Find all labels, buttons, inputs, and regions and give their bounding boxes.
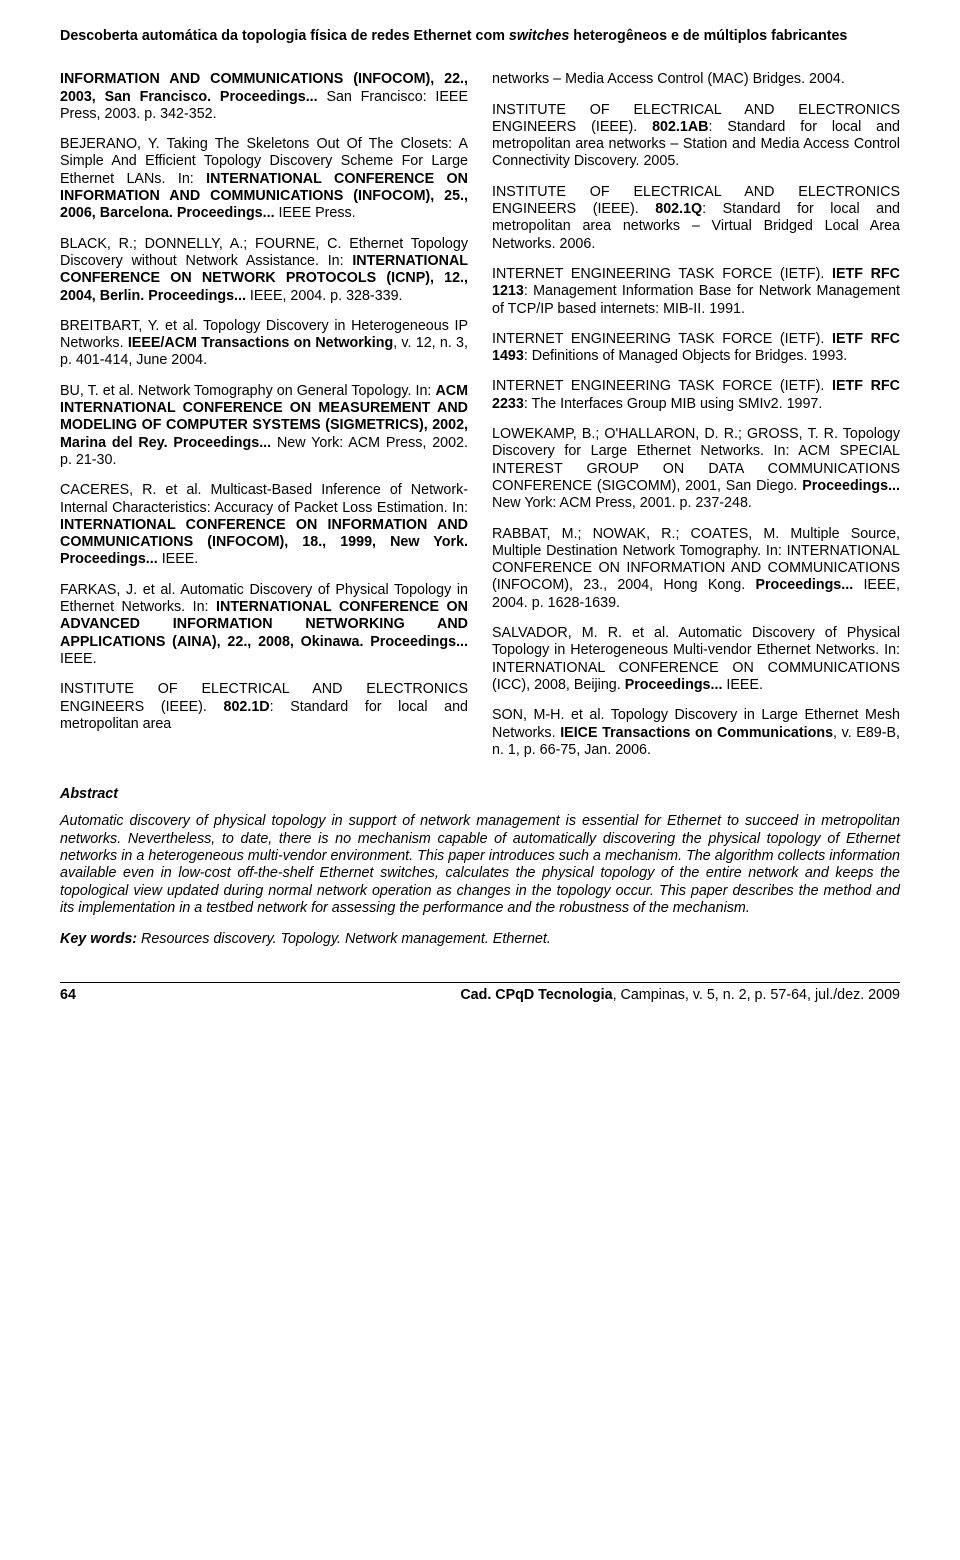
reference-entry: INTERNET ENGINEERING TASK FORCE (IETF). … [492, 331, 900, 366]
page-number: 64 [60, 987, 76, 1004]
reference-entry: SON, M-H. et al. Topology Discovery in L… [492, 707, 900, 759]
reference-entry: INFORMATION AND COMMUNICATIONS (INFOCOM)… [60, 71, 468, 123]
page-title: Descoberta automática da topologia físic… [60, 28, 900, 45]
journal-citation: Cad. CPqD Tecnologia, Campinas, v. 5, n.… [460, 987, 900, 1004]
abstract-body: Automatic discovery of physical topology… [60, 813, 900, 917]
reference-entry: networks – Media Access Control (MAC) Br… [492, 71, 900, 88]
reference-entry: BREITBART, Y. et al. Topology Discovery … [60, 318, 468, 370]
reference-entry: INSTITUTE OF ELECTRICAL AND ELECTRONICS … [60, 681, 468, 733]
title-part1: Descoberta automática da topologia físic… [60, 28, 509, 44]
reference-entry: BU, T. et al. Network Tomography on Gene… [60, 383, 468, 469]
left-column: INFORMATION AND COMMUNICATIONS (INFOCOM)… [60, 71, 468, 772]
reference-entry: BLACK, R.; DONNELLY, A.; FOURNE, C. Ethe… [60, 236, 468, 305]
reference-entry: LOWEKAMP, B.; O'HALLARON, D. R.; GROSS, … [492, 426, 900, 512]
keywords: Key words: Resources discovery. Topology… [60, 931, 900, 948]
journal-name: Cad. CPqD Tecnologia [460, 987, 612, 1003]
reference-entry: INTERNET ENGINEERING TASK FORCE (IETF). … [492, 378, 900, 413]
keywords-text: Resources discovery. Topology. Network m… [137, 931, 551, 947]
references-columns: INFORMATION AND COMMUNICATIONS (INFOCOM)… [60, 71, 900, 772]
reference-entry: INSTITUTE OF ELECTRICAL AND ELECTRONICS … [492, 102, 900, 171]
reference-entry: RABBAT, M.; NOWAK, R.; COATES, M. Multip… [492, 526, 900, 612]
reference-entry: SALVADOR, M. R. et al. Automatic Discove… [492, 625, 900, 694]
abstract-label: Abstract [60, 786, 900, 803]
reference-entry: FARKAS, J. et al. Automatic Discovery of… [60, 582, 468, 668]
reference-entry: INTERNET ENGINEERING TASK FORCE (IETF). … [492, 266, 900, 318]
reference-entry: BEJERANO, Y. Taking The Skeletons Out Of… [60, 136, 468, 222]
footer: 64 Cad. CPqD Tecnologia, Campinas, v. 5,… [60, 982, 900, 1004]
keywords-label: Key words: [60, 931, 137, 947]
reference-entry: CACERES, R. et al. Multicast-Based Infer… [60, 482, 468, 568]
title-part2: heterogêneos e de múltiplos fabricantes [569, 28, 847, 44]
journal-rest: , Campinas, v. 5, n. 2, p. 57-64, jul./d… [613, 987, 900, 1003]
right-column: networks – Media Access Control (MAC) Br… [492, 71, 900, 772]
reference-entry: INSTITUTE OF ELECTRICAL AND ELECTRONICS … [492, 184, 900, 253]
title-italic: switches [509, 28, 569, 44]
